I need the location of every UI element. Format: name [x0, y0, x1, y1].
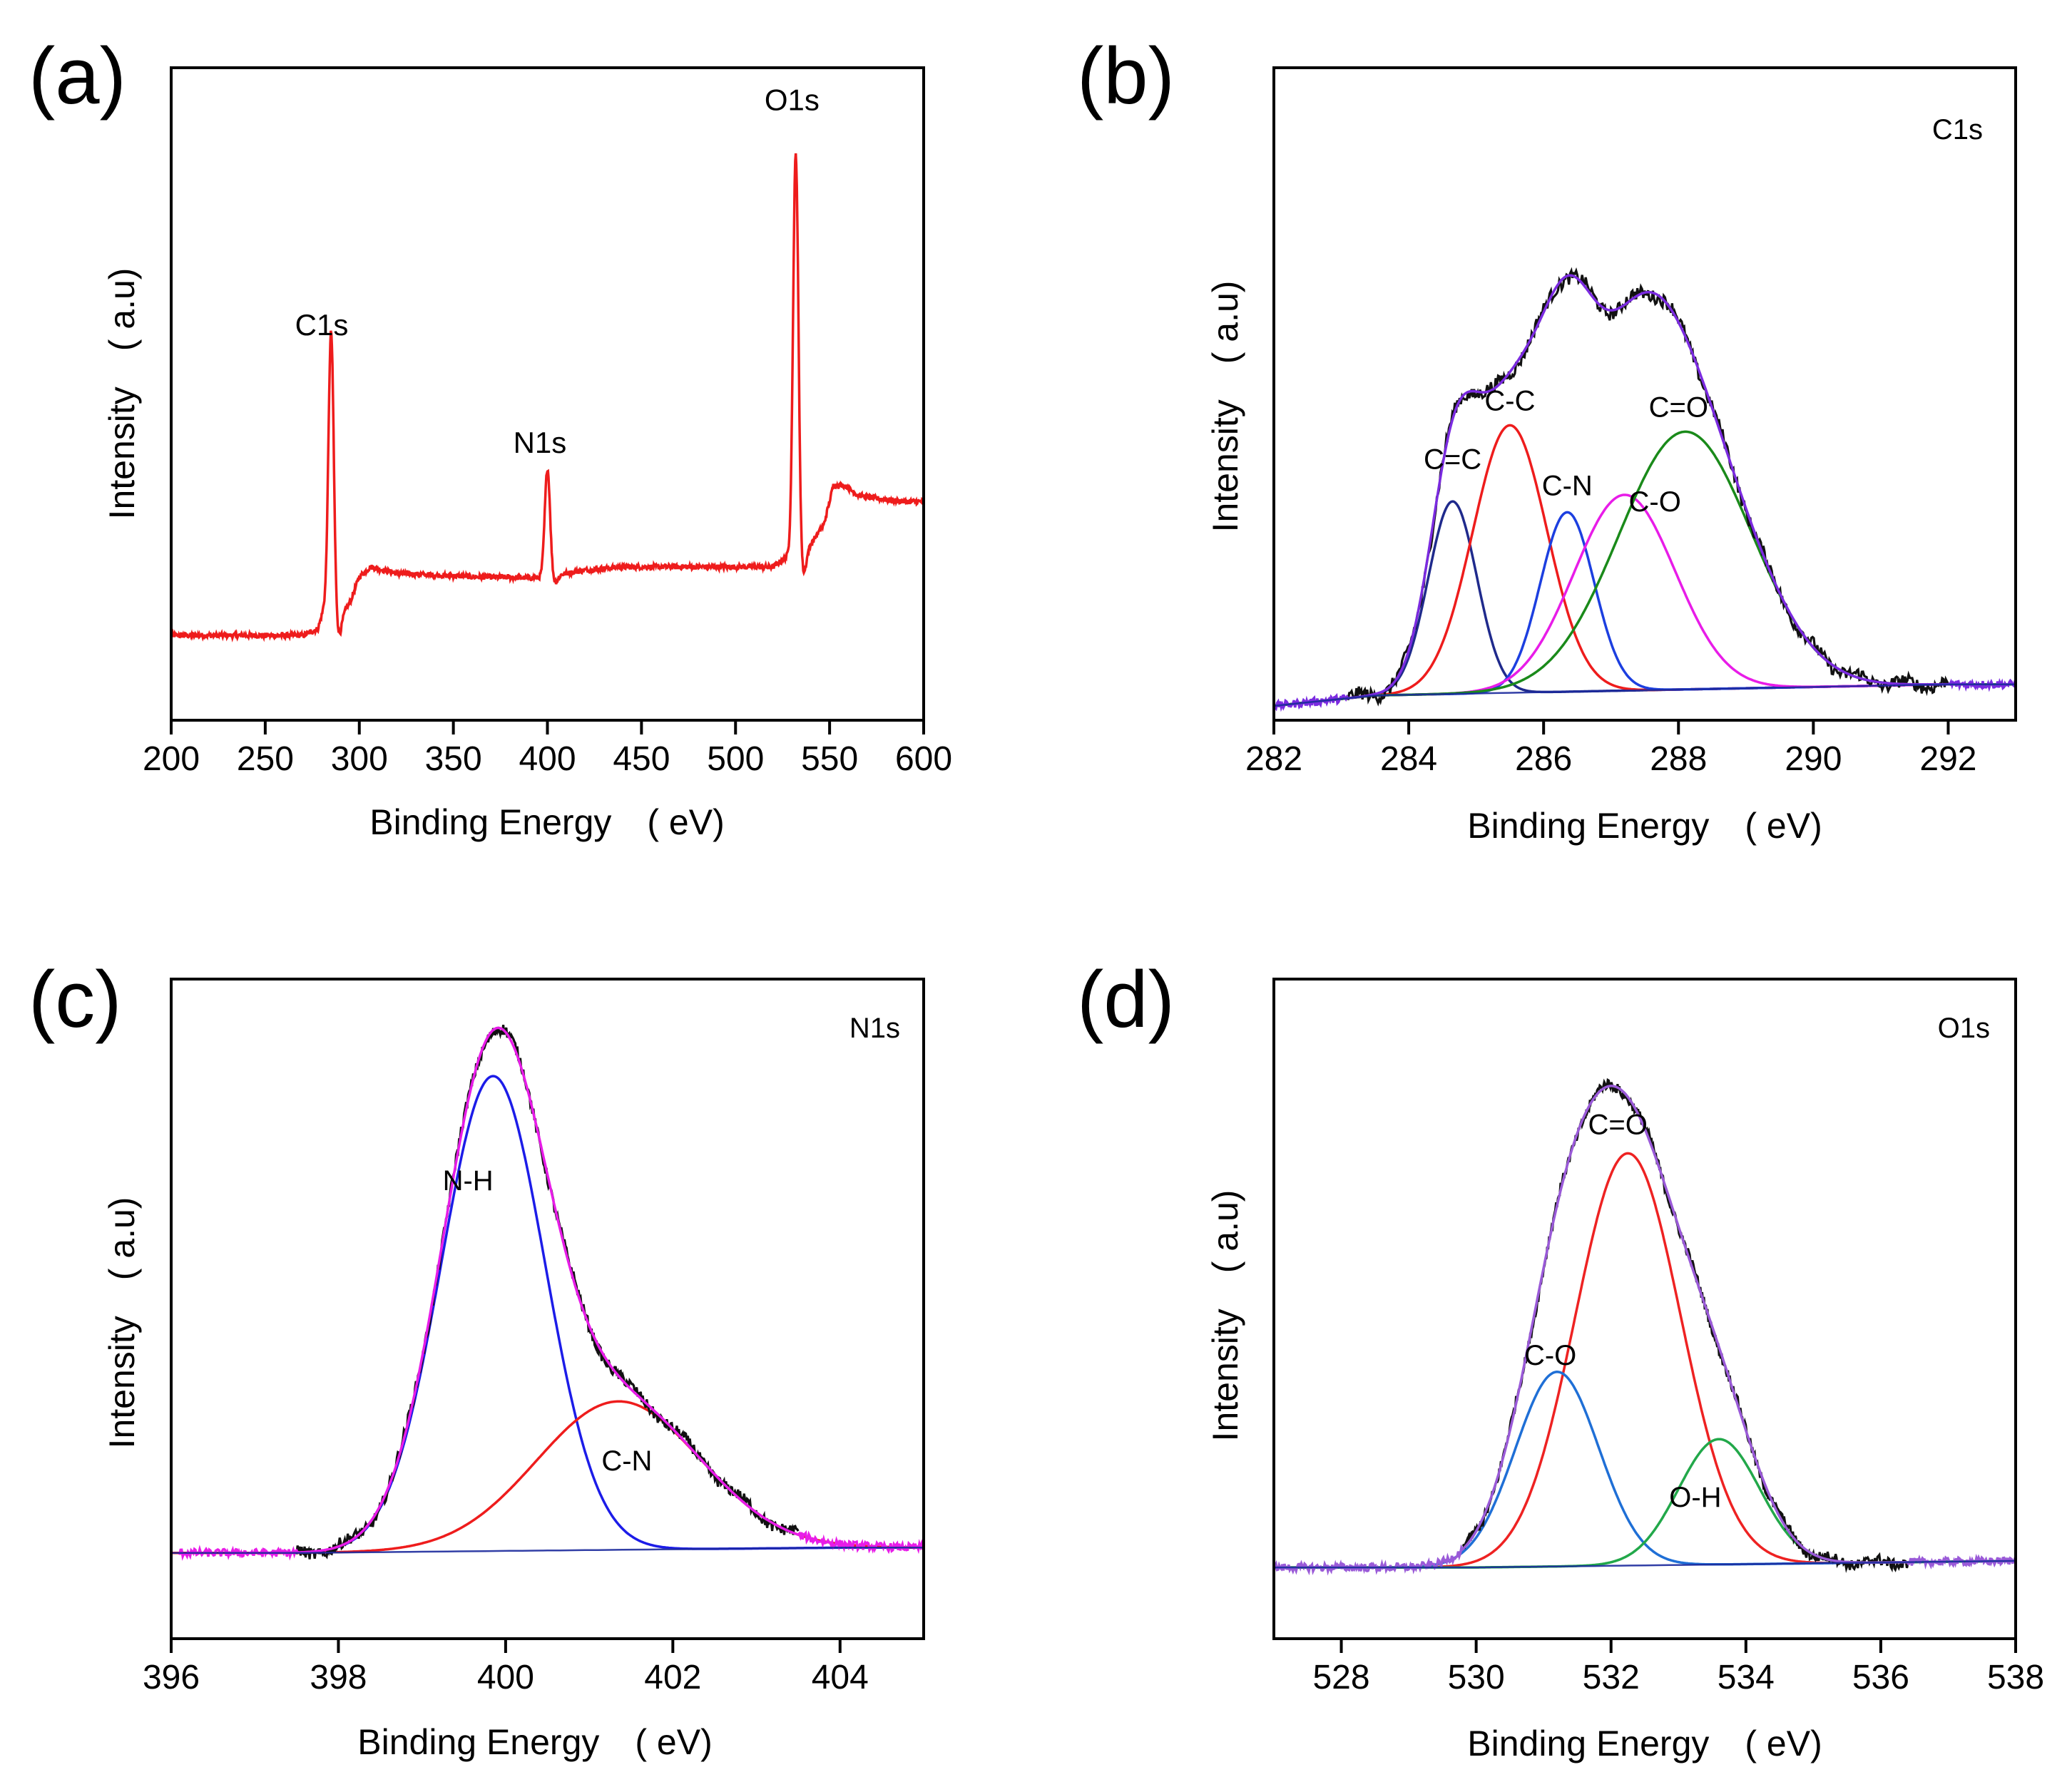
x-tick-label: 530 [1448, 1659, 1505, 1696]
x-tick-label: 536 [1852, 1659, 1909, 1696]
panel-d-title: O1s [1938, 1013, 1990, 1044]
survey-spectrum-line [173, 153, 922, 642]
panel-d-x-ticks [1339, 1639, 2017, 1653]
panel-c-plot-area [173, 1025, 922, 1561]
x-tick-label: 450 [613, 740, 670, 778]
component-label: N-H [443, 1165, 494, 1197]
panel-d-o1s-spectrum: (d) O1s 528 530 532 534 536 538 C=O C-O O-H Bin… [1077, 955, 2044, 1763]
component-curve-cdouble-o [1275, 430, 2014, 707]
panel-b-title: C1s [1932, 114, 1983, 145]
peak-label: O1s [765, 83, 820, 116]
panel-b-c1s-spectrum: (b) C1s 282 284 286 288 290 292 C=CC-CC-NC-OC… [1077, 31, 2017, 846]
x-tick-label: 398 [310, 1659, 367, 1696]
panel-d-plot-area [1275, 1077, 2014, 1576]
component-label: C=O [1649, 392, 1708, 424]
x-tick-label: 284 [1380, 740, 1437, 778]
x-tick-label: 400 [519, 740, 576, 778]
component-curve-n-h [173, 1075, 922, 1555]
fit-envelope-line [178, 1026, 922, 1561]
panel-c-n1s-spectrum: (c) N1s 396 398 400 402 404 N-H C-N Binding E… [29, 955, 925, 1762]
panel-b-x-tick-labels: 282 284 286 288 290 292 [1245, 740, 1977, 778]
panel-a-x-axis-label: Binding Energy ( eV) [369, 802, 724, 842]
x-tick-label: 396 [143, 1659, 200, 1696]
x-tick-label: 300 [331, 740, 388, 778]
panel-a-x-ticks [170, 720, 925, 734]
component-curve-o-h [1275, 1438, 2014, 1569]
x-tick-label: 292 [1919, 740, 1976, 778]
peak-label: C1s [295, 308, 349, 342]
component-curve-cdouble-o [1275, 1152, 2014, 1569]
x-tick-label: 550 [801, 740, 858, 778]
panel-a-peak-labels: C1s N1s O1s [295, 83, 820, 459]
component-curve-c-n [173, 1400, 922, 1555]
panel-c-letter: (c) [29, 955, 122, 1044]
x-tick-label: 250 [237, 740, 294, 778]
x-tick-label: 532 [1583, 1659, 1640, 1696]
component-curve-cdouble-c [1275, 500, 2014, 707]
x-tick-label: 400 [477, 1659, 534, 1696]
panel-c-x-tick-labels: 396 398 400 402 404 [143, 1659, 869, 1696]
component-label: O-H [1669, 1482, 1721, 1513]
x-tick-label: 282 [1245, 740, 1302, 778]
component-curve-c-o [1275, 1371, 2014, 1569]
x-tick-label: 538 [1987, 1659, 2044, 1696]
panel-d-y-axis-label: Intensity ( a.u) [1205, 1190, 1245, 1442]
x-tick-label: 500 [707, 740, 764, 778]
background-line [1275, 1560, 2014, 1569]
raw-data-line [295, 1025, 800, 1560]
x-tick-label: 290 [1785, 740, 1842, 778]
x-tick-label: 600 [895, 740, 952, 778]
panel-b-x-ticks [1272, 720, 1950, 734]
panel-c-y-axis-label: Intensity ( a.u) [102, 1197, 142, 1449]
panel-c-x-ticks [170, 1639, 842, 1653]
panel-a-plot-area [173, 153, 922, 642]
panel-b-component-labels: C=CC-C C-N C-O C=O [1424, 385, 1708, 518]
component-label: C=C [1424, 444, 1481, 476]
panel-d-x-axis-label: Binding Energy ( eV) [1467, 1724, 1822, 1763]
panel-c-title: N1s [849, 1013, 900, 1044]
panel-d-component-labels: C=O C-O O-H [1524, 1109, 1722, 1513]
component-label: C-C [1484, 385, 1535, 416]
x-tick-label: 200 [143, 740, 200, 778]
panel-c-component-labels: N-H C-N [443, 1165, 653, 1477]
panel-c-x-axis-label: Binding Energy ( eV) [357, 1722, 712, 1762]
component-curve-c-o [1275, 493, 2014, 707]
background-line [173, 1547, 922, 1555]
component-curve-c-c [1275, 424, 2014, 707]
panel-b-letter: (b) [1077, 31, 1175, 121]
background-line [1275, 683, 2014, 707]
x-tick-label: 350 [425, 740, 482, 778]
x-tick-label: 288 [1650, 740, 1707, 778]
panel-c-axes-frame [170, 978, 925, 1640]
component-label: C-N [1542, 470, 1593, 501]
component-label: C-O [1629, 486, 1681, 518]
panel-b-axes-frame [1272, 66, 2017, 722]
x-tick-label: 534 [1718, 1659, 1775, 1696]
panel-d-x-tick-labels: 528 530 532 534 536 538 [1312, 1659, 2044, 1696]
x-tick-label: 404 [812, 1659, 869, 1696]
panel-a-axes-frame [170, 66, 925, 722]
peak-label: N1s [514, 426, 567, 459]
component-label: C-N [601, 1445, 652, 1477]
x-tick-label: 286 [1515, 740, 1572, 778]
panel-a-x-tick-labels: 200 250 300 350 400 450 500 550 600 [143, 740, 952, 778]
x-tick-label: 402 [644, 1659, 701, 1696]
fit-envelope-line [1275, 1085, 2014, 1576]
panel-a-survey-spectrum: (a) 200 250 300 350 400 450 500 550 600 C1s N1s O1… [29, 31, 952, 842]
component-label: C=O [1588, 1109, 1648, 1140]
panel-a-y-axis-label: Intensity ( a.u) [102, 268, 142, 520]
x-tick-label: 528 [1312, 1659, 1369, 1696]
panel-a-letter: (a) [29, 31, 126, 121]
panel-d-letter: (d) [1077, 955, 1175, 1044]
panel-b-y-axis-label: Intensity ( a.u) [1205, 281, 1245, 533]
panel-b-plot-area [1275, 267, 2014, 712]
component-label: C-O [1524, 1340, 1576, 1371]
panel-b-x-axis-label: Binding Energy ( eV) [1467, 806, 1822, 846]
panel-d-axes-frame [1272, 978, 2017, 1640]
fit-envelope-line [1275, 274, 2014, 712]
